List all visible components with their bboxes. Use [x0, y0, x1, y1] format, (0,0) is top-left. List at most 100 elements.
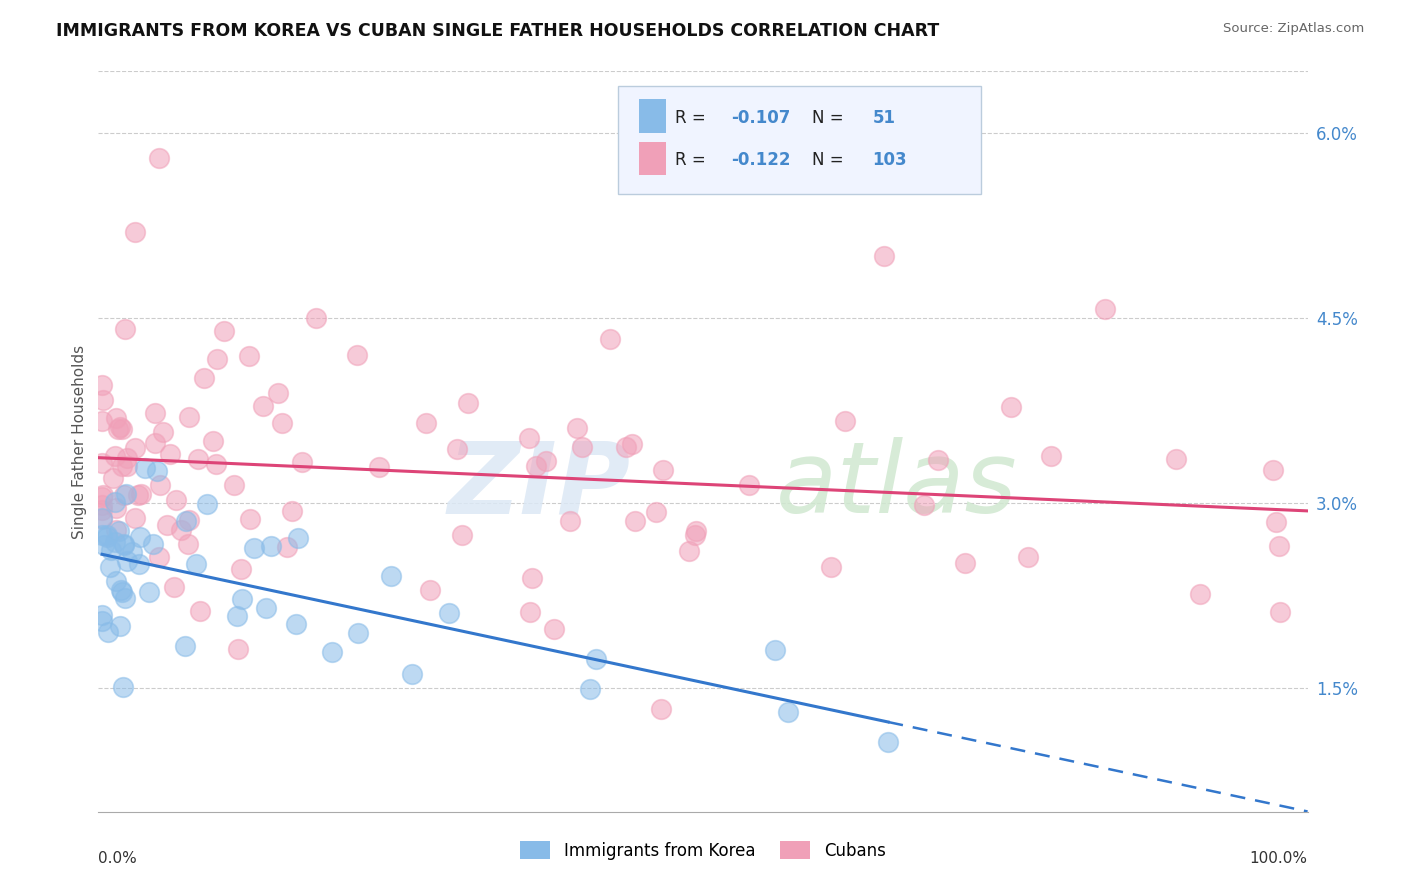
Point — [536, 454, 558, 468]
Point — [96, 530, 118, 544]
Point — [231, 562, 253, 576]
Point — [184, 557, 207, 571]
Point — [115, 486, 138, 500]
Point — [174, 514, 197, 528]
Point — [111, 584, 134, 599]
Point — [148, 151, 170, 165]
Point — [134, 461, 156, 475]
Point — [401, 666, 423, 681]
Point — [276, 541, 298, 555]
Point — [281, 504, 304, 518]
Text: Source: ZipAtlas.com: Source: ZipAtlas.com — [1223, 22, 1364, 36]
Point — [100, 542, 122, 557]
Point — [524, 459, 547, 474]
Point — [98, 560, 121, 574]
Point — [346, 626, 368, 640]
Point — [91, 456, 114, 470]
Point — [678, 543, 700, 558]
Point — [177, 410, 200, 425]
Point — [112, 488, 135, 502]
Point — [138, 585, 160, 599]
Point — [685, 524, 707, 539]
Point — [131, 486, 153, 500]
Point — [1039, 449, 1062, 463]
Text: R =: R = — [675, 152, 711, 169]
Point — [284, 617, 307, 632]
Point — [91, 512, 114, 526]
Text: 51: 51 — [872, 109, 896, 127]
Point — [1164, 451, 1187, 466]
Point — [201, 434, 224, 448]
Point — [188, 604, 211, 618]
Point — [738, 478, 761, 492]
Point — [380, 569, 402, 583]
Point — [174, 639, 197, 653]
Point — [149, 478, 172, 492]
Point — [522, 571, 544, 585]
Point — [91, 502, 114, 516]
Text: 103: 103 — [872, 152, 907, 169]
Point — [117, 458, 139, 473]
Point — [111, 459, 134, 474]
Point — [128, 558, 150, 572]
Point — [128, 530, 150, 544]
Point — [108, 524, 131, 538]
Bar — [638, 142, 665, 175]
Text: 100.0%: 100.0% — [1250, 851, 1308, 865]
Point — [108, 420, 131, 434]
Point — [91, 511, 114, 525]
Text: 0.0%: 0.0% — [98, 851, 138, 865]
Point — [446, 442, 468, 456]
Point — [238, 350, 260, 364]
Point — [450, 528, 472, 542]
Point — [291, 455, 314, 469]
Text: -0.122: -0.122 — [731, 152, 790, 169]
Point — [321, 645, 343, 659]
Point — [91, 527, 114, 541]
Point — [143, 436, 166, 450]
Text: ZIP: ZIP — [447, 437, 630, 534]
Point — [1188, 587, 1211, 601]
Point — [271, 416, 294, 430]
Point — [177, 537, 200, 551]
Point — [104, 574, 127, 589]
Point — [152, 425, 174, 439]
Point — [683, 527, 706, 541]
Point — [565, 420, 588, 434]
Point — [415, 417, 437, 431]
Point — [91, 487, 114, 501]
Point — [419, 582, 441, 597]
Point — [585, 652, 607, 666]
Point — [124, 511, 146, 525]
Point — [91, 490, 114, 504]
Point — [252, 399, 274, 413]
Point — [571, 441, 593, 455]
Point — [1000, 400, 1022, 414]
Point — [205, 351, 228, 366]
Point — [560, 514, 582, 528]
Point — [1094, 301, 1116, 316]
Text: IMMIGRANTS FROM KOREA VS CUBAN SINGLE FATHER HOUSEHOLDS CORRELATION CHART: IMMIGRANTS FROM KOREA VS CUBAN SINGLE FA… — [56, 22, 939, 40]
Point — [146, 464, 169, 478]
Legend: Immigrants from Korea, Cubans: Immigrants from Korea, Cubans — [513, 835, 893, 866]
Point — [91, 414, 114, 428]
Point — [624, 514, 647, 528]
Point — [226, 642, 249, 657]
Point — [517, 431, 540, 445]
Point — [439, 606, 461, 620]
Point — [93, 538, 115, 552]
Point — [110, 583, 132, 598]
Point — [368, 460, 391, 475]
Point — [305, 310, 328, 325]
Point — [104, 411, 127, 425]
Point — [644, 505, 666, 519]
Point — [231, 591, 253, 606]
Point — [222, 478, 245, 492]
FancyBboxPatch shape — [619, 87, 981, 194]
Point — [260, 539, 283, 553]
Point — [205, 457, 228, 471]
Point — [124, 441, 146, 455]
Point — [148, 549, 170, 564]
Point — [873, 250, 896, 264]
Point — [117, 554, 139, 568]
